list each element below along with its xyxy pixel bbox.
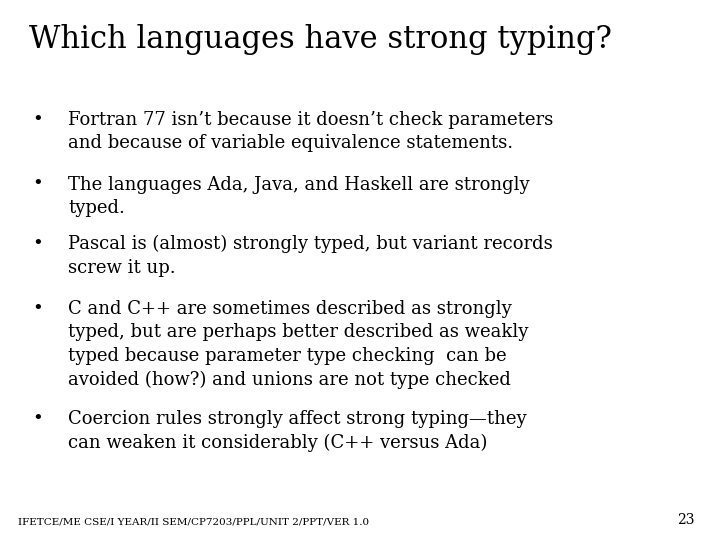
Text: •: •: [32, 300, 43, 318]
Text: Pascal is (almost) strongly typed, but variant records
screw it up.: Pascal is (almost) strongly typed, but v…: [68, 235, 553, 276]
Text: •: •: [32, 111, 43, 129]
Text: •: •: [32, 410, 43, 428]
Text: C and C++ are sometimes described as strongly
typed, but are perhaps better desc: C and C++ are sometimes described as str…: [68, 300, 528, 389]
Text: 23: 23: [678, 512, 695, 526]
Text: The languages Ada, Java, and Haskell are strongly
typed.: The languages Ada, Java, and Haskell are…: [68, 176, 530, 217]
Text: •: •: [32, 176, 43, 193]
Text: Coercion rules strongly affect strong typing—they
can weaken it considerably (C+: Coercion rules strongly affect strong ty…: [68, 410, 527, 453]
Text: Fortran 77 isn’t because it doesn’t check parameters
and because of variable equ: Fortran 77 isn’t because it doesn’t chec…: [68, 111, 554, 152]
Text: •: •: [32, 235, 43, 253]
Text: IFETCE/ME CSE/I YEAR/II SEM/CP7203/PPL/UNIT 2/PPT/VER 1.0: IFETCE/ME CSE/I YEAR/II SEM/CP7203/PPL/U…: [18, 517, 369, 526]
Text: Which languages have strong typing?: Which languages have strong typing?: [29, 24, 612, 55]
